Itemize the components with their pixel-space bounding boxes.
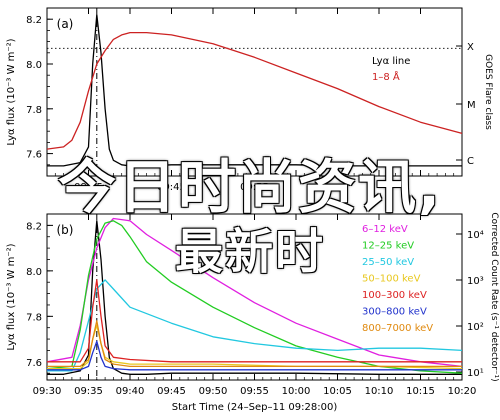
- right-tick-label: C: [467, 156, 474, 167]
- right-tick-label: 10⁴: [467, 230, 484, 241]
- series-line-1-8-: [46, 31, 463, 150]
- y-axis-label: Lyα flux (10⁻³ W m⁻²): [6, 243, 17, 350]
- x-tick-label: 10:00: [282, 386, 311, 397]
- legend-entry: 800–7000 keV: [362, 323, 433, 334]
- x-tick-label: 10:05: [323, 386, 352, 397]
- legend-entry: 100–300 keV: [362, 290, 427, 301]
- right-tick-label: M: [467, 100, 476, 111]
- x-tick-label: 09:35: [74, 182, 103, 193]
- series-line-12-25-kev: [46, 220, 463, 374]
- y-tick-label: 8.2: [26, 221, 42, 232]
- panel-label: (b): [57, 223, 74, 237]
- series-line-25-50-kev: [47, 279, 463, 372]
- y-tick-label: 7.6: [26, 150, 42, 161]
- x-axis-label: Start Time (24–Sep–11 09:28:00): [172, 402, 338, 413]
- legend-entry: 1–8 Å: [372, 70, 400, 83]
- legend-entry: 6–12 keV: [362, 224, 408, 235]
- right-axis-label: GOES Flare class: [483, 54, 493, 130]
- x-tick-label: 09:40: [116, 386, 145, 397]
- panel-label: (a): [57, 17, 74, 31]
- x-tick-label: 10:20: [448, 386, 477, 397]
- y-axis-label: Lyα flux (10⁻³ W m⁻²): [6, 38, 17, 145]
- right-tick-label: 10³: [467, 276, 484, 287]
- y-tick-label: 8.2: [26, 15, 42, 26]
- x-tick-label: 09:55: [240, 182, 269, 193]
- x-tick-label: 09:55: [240, 386, 269, 397]
- series-line-300-800-kev: [47, 340, 462, 371]
- right-axis-label: Corrected Count Rate (s⁻¹ detector⁻¹): [489, 212, 499, 381]
- x-tick-label: 09:45: [157, 182, 186, 193]
- series-line-ly-line: [47, 14, 462, 167]
- x-tick-label: 09:50: [199, 386, 228, 397]
- right-tick-label: 10¹: [467, 368, 484, 379]
- right-tick-label: X: [467, 42, 474, 53]
- x-tick-label: 10:15: [406, 386, 435, 397]
- right-tick-label: 10²: [467, 322, 484, 333]
- series-line-100-300-kev: [47, 279, 462, 363]
- y-tick-label: 7.8: [26, 312, 42, 323]
- x-tick-label: 09:35: [74, 386, 103, 397]
- series-line-800-7000-kev: [47, 320, 462, 368]
- x-tick-label: 09:30: [33, 386, 62, 397]
- legend-entry: 300–800 keV: [362, 307, 427, 318]
- x-tick-label: 10:10: [365, 386, 394, 397]
- legend-entry: 50–100 keV: [362, 274, 421, 285]
- y-tick-label: 8.0: [26, 267, 42, 278]
- y-tick-label: 7.8: [26, 105, 42, 116]
- y-tick-label: 7.6: [26, 358, 42, 369]
- legend-entry: 25–50 keV: [362, 257, 414, 268]
- legend-entry: Lyα line: [372, 56, 410, 67]
- y-tick-label: 8.0: [26, 60, 42, 71]
- x-tick-label: 09:45: [157, 386, 186, 397]
- legend-entry: 12–25 keV: [362, 241, 414, 252]
